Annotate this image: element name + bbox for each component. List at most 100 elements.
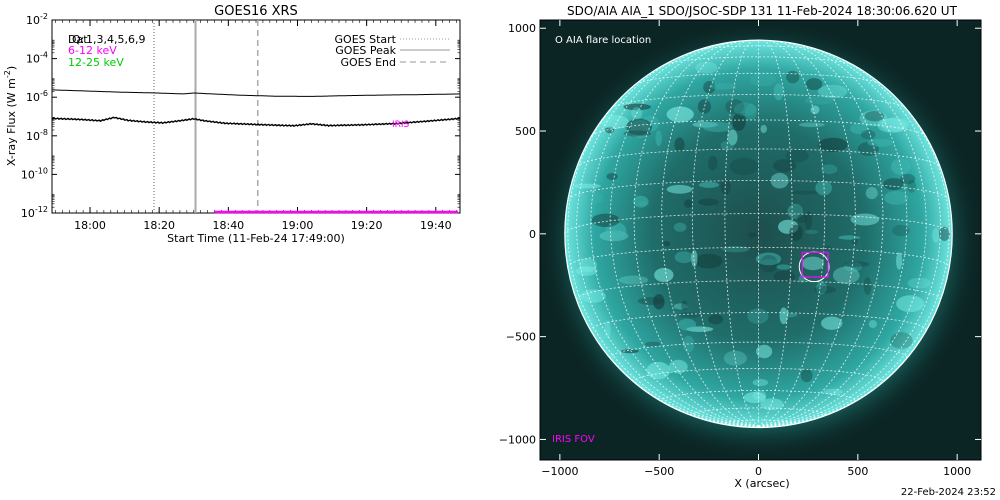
heliographic-grid-line	[758, 70, 950, 427]
sun-texture-blob	[663, 241, 671, 247]
sun-texture-blob	[749, 72, 777, 87]
sun-texture-blob	[791, 190, 820, 195]
sun-texture-blob	[591, 213, 620, 227]
heliographic-grid-line	[567, 179, 950, 200]
goes-legend-q: Q:	[72, 33, 84, 46]
heliographic-grid-line	[661, 40, 759, 427]
sun-texture-blob	[575, 266, 598, 276]
sun-texture-blob	[747, 308, 769, 324]
sun-texture-blob	[733, 102, 757, 117]
aia-title: SDO/AIA AIA_1 SDO/JSOC-SDP 131 11-Feb-20…	[567, 4, 958, 18]
sun-texture-blob	[863, 277, 872, 295]
sun-texture-blob	[623, 130, 652, 137]
sun-texture-blob	[804, 230, 819, 234]
heliographic-grid-line	[724, 419, 793, 426]
goes-legend-6-12kev: 6-12 keV	[68, 44, 117, 57]
sun-texture-blob	[691, 250, 698, 267]
heliographic-grid-line	[567, 246, 950, 268]
aia-x-tick-label: −1000	[541, 465, 578, 478]
sun-texture-blob	[861, 129, 876, 140]
sun-texture-blob	[890, 332, 913, 349]
sun-texture-blob	[851, 233, 858, 246]
goes-y-ticks: 10-12 10-10 10-8 10-6 10-4 10-2	[21, 12, 460, 220]
sun-texture-blob	[789, 224, 803, 241]
goes-legend-peak: GOES Peak	[335, 44, 396, 57]
goes-legend-quality: 1,3,4,5,6,9	[86, 33, 145, 46]
sun-texture-blob	[759, 254, 779, 273]
sun-texture-blob	[832, 266, 860, 284]
aia-image-frame	[539, 19, 982, 461]
sun-texture-blob	[752, 378, 769, 387]
iris-fov-box	[801, 251, 829, 278]
sun-texture-blob	[773, 83, 784, 101]
heliographic-grid-line	[635, 72, 882, 85]
sun-texture-blob	[883, 191, 909, 205]
sun-texture-blob	[678, 318, 696, 331]
sun-texture-blob	[780, 312, 798, 318]
sun-texture-blob	[816, 281, 827, 295]
sun-texture-blob	[798, 122, 825, 128]
sun-texture-blob	[801, 256, 825, 271]
aia-x-tick-label: 500	[847, 465, 868, 478]
sun-texture-blob	[606, 173, 618, 180]
sun-texture-blob	[725, 99, 745, 115]
sun-texture-blob	[604, 320, 611, 339]
sun-texture-blob	[787, 203, 804, 219]
sun-texture-blob	[932, 228, 940, 243]
aia-x-ticks: −1000 −500 0 500 1000	[541, 20, 971, 478]
sun-texture-blob	[626, 118, 652, 136]
sun-texture-blob	[779, 307, 788, 325]
goes-series	[51, 89, 461, 128]
goes-legend-dat: Dat	[68, 33, 88, 46]
heliographic-grid-line	[758, 40, 856, 427]
sun-texture-blob	[709, 83, 737, 90]
heliographic-grid-line	[590, 312, 927, 332]
sun-texture-blob	[891, 158, 911, 176]
sun-texture-blob	[637, 297, 664, 305]
sun-texture-blob	[907, 180, 917, 193]
goes-y-tick-label: 10-6	[26, 89, 48, 104]
sun-texture-blob	[800, 369, 813, 383]
sun-texture-blob	[673, 303, 688, 310]
sun-texture-blob	[823, 246, 833, 252]
sun-texture-blob	[850, 213, 880, 226]
sun-texture-blob	[938, 226, 950, 241]
heliographic-grid-line	[590, 42, 759, 427]
sun-texture-blob	[708, 314, 724, 325]
sun-texture-blob	[578, 258, 598, 273]
goes-series-long	[52, 89, 460, 97]
heliographic-grid-line	[758, 40, 793, 427]
sun-texture-blob	[810, 105, 820, 115]
sun-texture-blob	[681, 300, 688, 311]
heliographic-grid-line	[591, 119, 926, 137]
sun-texture-blob	[698, 198, 719, 206]
sun-texture-blob	[745, 103, 757, 121]
sun-texture-blob	[678, 312, 700, 318]
sun-texture-blob	[805, 211, 812, 230]
goes-event-lines	[153, 20, 259, 213]
sun-texture-blob	[646, 361, 671, 380]
sun-texture-blob	[654, 267, 674, 283]
aia-y-tick-label: −500	[506, 331, 536, 344]
sun-texture-blob	[786, 70, 800, 84]
heliographic-grid-line	[576, 48, 759, 427]
sun-texture-blob	[859, 110, 888, 127]
sun-texture-blob	[789, 205, 804, 219]
sun-texture-blob	[729, 157, 759, 176]
sun-texture-blob	[674, 251, 694, 264]
sun-texture-blob	[877, 118, 907, 133]
goes-x-tick-label: 19:00	[282, 219, 314, 232]
sun-texture-blob	[743, 392, 766, 403]
sun-texture-blob	[673, 222, 687, 232]
sun-texture-blob	[843, 261, 870, 267]
sun-texture-blob	[818, 137, 848, 153]
sun-texture-blob	[892, 224, 910, 237]
sun-texture-blob	[674, 137, 685, 152]
sun-texture-blob	[600, 114, 629, 129]
goes-y-tick-label: 10-12	[21, 205, 48, 220]
goes-legend-12-25kev: 12-25 keV	[68, 56, 124, 69]
aia-image-panel: SDO/AIA AIA_1 SDO/JSOC-SDP 131 11-Feb-20…	[499, 4, 982, 490]
footer-timestamp: 22-Feb-2024 23:52	[901, 487, 996, 498]
sun-texture-blob	[698, 181, 720, 188]
sun-texture-blob	[655, 130, 662, 147]
